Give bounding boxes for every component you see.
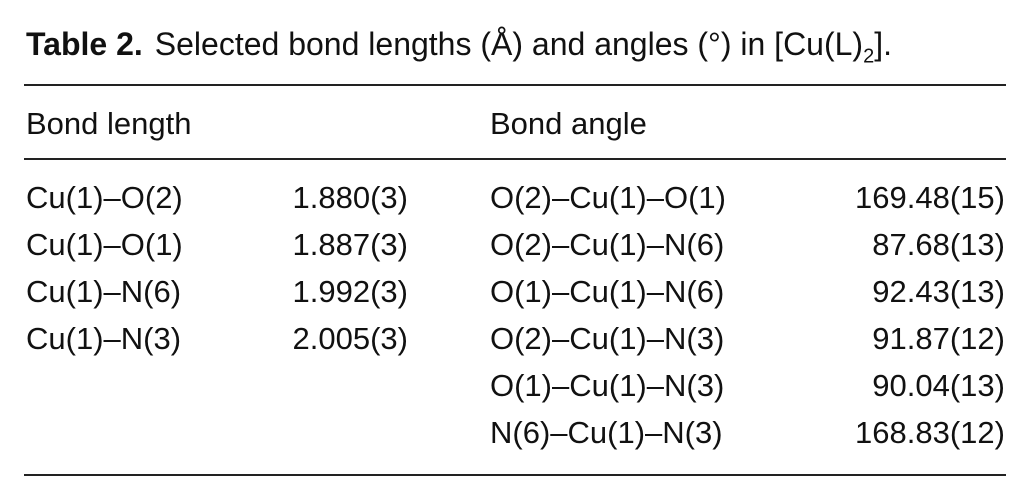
- column-header: Bond length: [26, 106, 192, 141]
- bond-value: 1.887(3): [292, 227, 408, 262]
- bond-value: 1.992(3): [292, 274, 408, 309]
- angle-label: N(6)–Cu(1)–N(3): [490, 415, 723, 450]
- angle-label: O(2)–Cu(1)–N(3): [490, 321, 725, 356]
- angle-value: 92.43(13): [872, 274, 1005, 309]
- caption-label: Table 2.: [26, 26, 143, 62]
- angle-value: 87.68(13): [872, 227, 1005, 262]
- angle-value: 91.87(12): [872, 321, 1005, 356]
- bottom-rule: [24, 474, 1006, 476]
- bond-label: Cu(1)–N(3): [26, 321, 182, 356]
- header-rule: [24, 158, 1006, 160]
- angle-label: O(2)–Cu(1)–O(1): [490, 180, 726, 215]
- bond-label: Cu(1)–O(2): [26, 180, 183, 215]
- angle-value: 90.04(13): [872, 368, 1005, 403]
- caption-text: Selected bond lengths (Å) and angles (°)…: [154, 26, 864, 62]
- angle-label: O(1)–Cu(1)–N(6): [490, 274, 725, 309]
- bond-label: Cu(1)–O(1): [26, 227, 183, 262]
- top-rule: [24, 84, 1006, 86]
- angle-label: O(2)–Cu(1)–N(6): [490, 227, 725, 262]
- caption-end: ].: [874, 26, 892, 62]
- caption-subscript: 2: [863, 45, 875, 68]
- bond-value: 2.005(3): [292, 321, 408, 356]
- column-header: Bond angle: [490, 106, 647, 141]
- bond-label: Cu(1)–N(6): [26, 274, 182, 309]
- caption: Table 2. Selected bond lengths (Å) and an…: [26, 26, 892, 68]
- bond-value: 1.880(3): [292, 180, 408, 215]
- angle-value: 168.83(12): [855, 415, 1005, 450]
- angle-label: O(1)–Cu(1)–N(3): [490, 368, 725, 403]
- angle-value: 169.48(15): [855, 180, 1005, 215]
